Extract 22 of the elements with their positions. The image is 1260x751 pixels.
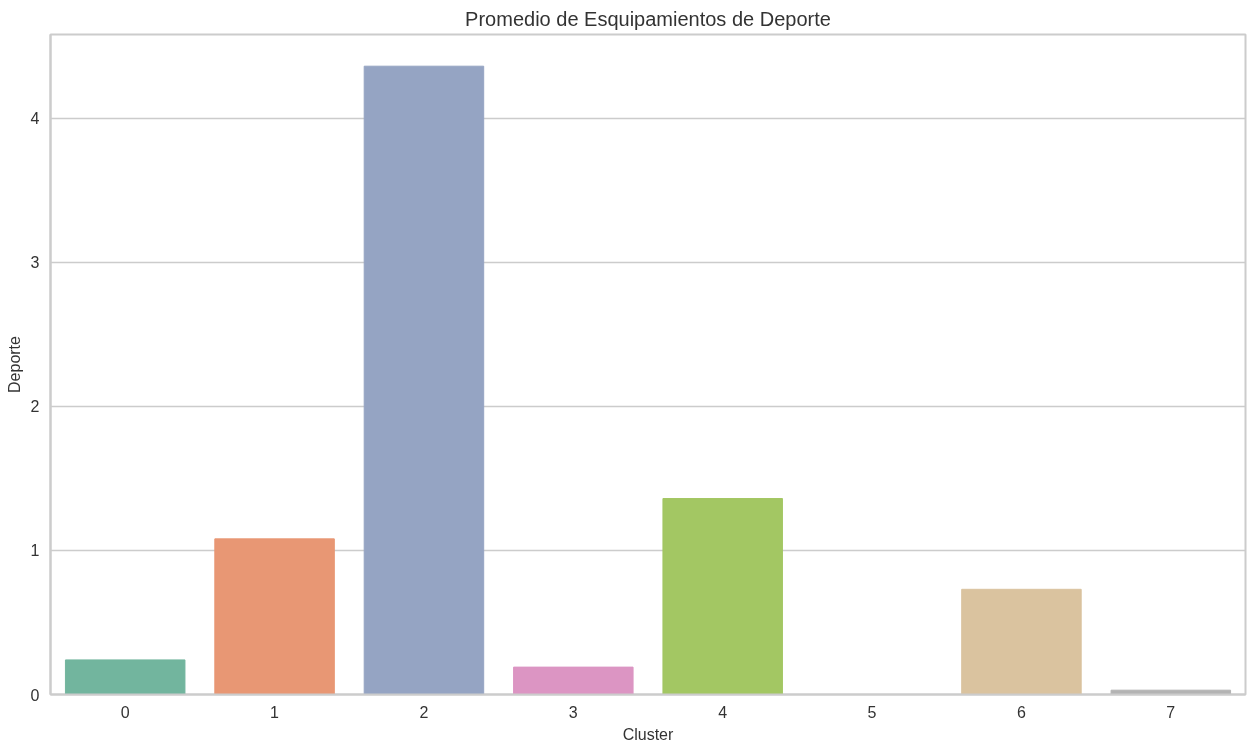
- y-tick-label: 3: [30, 254, 40, 272]
- x-tick-label: 5: [867, 703, 877, 721]
- bar: [961, 588, 1082, 695]
- y-axis-title: Deporte: [5, 335, 23, 393]
- x-tick-label: 0: [120, 703, 130, 721]
- y-tick-label: 2: [30, 398, 40, 416]
- x-tick-label: 3: [568, 703, 578, 721]
- x-axis-title: Cluster: [622, 725, 675, 743]
- bar: [363, 65, 485, 695]
- x-tick-label: 4: [718, 703, 728, 721]
- x-tick-label: 6: [1016, 703, 1026, 721]
- y-tick-label: 4: [30, 110, 40, 128]
- x-tick-label: 2: [419, 703, 429, 721]
- bar: [513, 666, 634, 695]
- bar: [662, 498, 783, 695]
- bar: [64, 659, 186, 695]
- y-tick-label: 0: [30, 686, 40, 704]
- bar: [214, 538, 335, 695]
- x-tick-label: 7: [1166, 703, 1176, 721]
- chart-title: Promedio de Esquipamientos de Deporte: [465, 7, 831, 30]
- x-tick-label: 1: [270, 703, 280, 721]
- y-tick-label: 1: [30, 542, 40, 560]
